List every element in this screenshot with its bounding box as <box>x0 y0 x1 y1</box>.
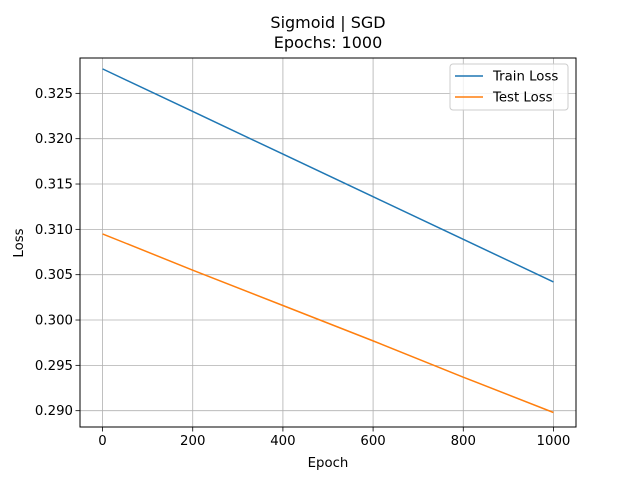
y-tick-label: 0.310 <box>35 223 73 238</box>
x-tick-label: 1000 <box>537 434 571 449</box>
x-tick-label: 200 <box>180 434 205 449</box>
series-line-test-loss <box>102 233 554 414</box>
y-tick-label: 0.315 <box>35 178 73 193</box>
y-tick-label: 0.295 <box>35 359 73 374</box>
x-axis-label: Epoch <box>308 456 349 471</box>
plot-area-frame <box>79 57 577 428</box>
x-tick-label: 0 <box>98 434 106 449</box>
chart-title: Sigmoid | SGD <box>270 13 385 32</box>
y-tick-label: 0.320 <box>35 132 73 147</box>
y-axis-label: Loss <box>12 228 27 257</box>
chart-subtitle: Epochs: 1000 <box>274 33 383 52</box>
y-tick-label: 0.305 <box>35 268 73 283</box>
series-line-train-loss <box>102 68 554 283</box>
y-axis: 0.290 0.295 0.300 0.305 0.310 0.315 0.320 0.325 <box>35 87 80 419</box>
legend: Train Loss Test Loss <box>449 63 569 111</box>
grid <box>80 58 576 427</box>
x-axis: 0 200 400 600 800 1000 <box>98 427 570 449</box>
y-tick-label: 0.325 <box>35 87 73 102</box>
y-tick-label: 0.300 <box>35 314 73 329</box>
series-lines <box>102 68 554 414</box>
x-tick-label: 800 <box>451 434 476 449</box>
legend-label-test-loss: Test Loss <box>492 91 553 106</box>
legend-label-train-loss: Train Loss <box>492 70 558 85</box>
y-tick-label: 0.290 <box>35 404 73 419</box>
x-tick-label: 600 <box>360 434 385 449</box>
x-tick-label: 400 <box>270 434 295 449</box>
